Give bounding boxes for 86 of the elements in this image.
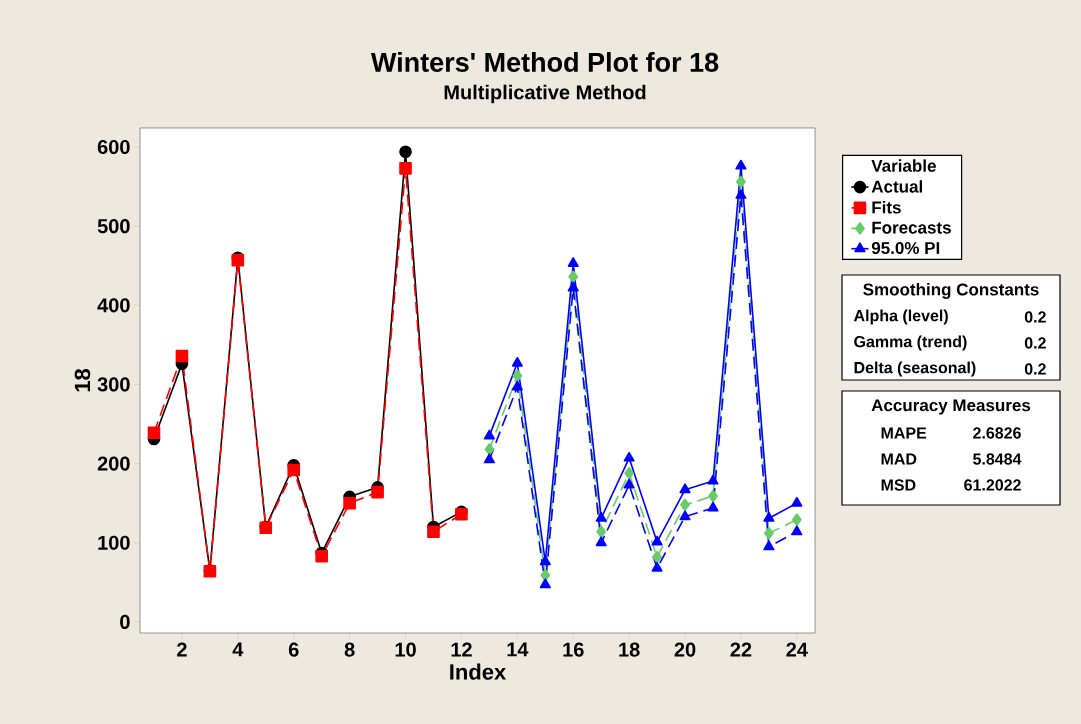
y-axis-title: 18 [74, 368, 91, 392]
legend-label: Fits [872, 201, 901, 214]
point [483, 453, 495, 464]
point [707, 474, 719, 485]
text: 0.2 [1024, 363, 1046, 375]
point [512, 369, 523, 383]
point [483, 429, 495, 440]
legend-title: Variable [871, 159, 936, 172]
point [679, 510, 691, 521]
point [427, 525, 440, 538]
x-tick-label: 8 [344, 642, 355, 657]
chart-subtitle: Multiplicative Method [444, 84, 646, 104]
point [567, 257, 579, 267]
y-tick-label: 100 [98, 535, 130, 550]
x-tick-label: 22 [730, 642, 752, 657]
point [399, 162, 412, 175]
text: Gamma (trend) [854, 335, 967, 351]
point [568, 270, 579, 284]
point [287, 463, 301, 477]
x-tick-label: 16 [563, 642, 584, 657]
text: Delta (seasonal) [854, 361, 976, 377]
x-tick-label: 4 [232, 642, 244, 657]
point [596, 525, 607, 538]
x-tick-label: 14 [507, 642, 529, 657]
text: Smoothing Constants [863, 283, 1039, 299]
point [679, 483, 691, 494]
text: 2.6826 [973, 427, 1021, 439]
x-tick-label: 12 [451, 642, 472, 657]
text: MAPE [881, 427, 927, 439]
point [567, 281, 579, 292]
point [623, 451, 635, 462]
point [791, 525, 803, 536]
point [736, 175, 746, 189]
point [371, 485, 384, 499]
point [791, 496, 803, 507]
x-tick-label: 18 [619, 642, 640, 657]
point [652, 550, 663, 564]
y-tick-label: 200 [97, 456, 130, 471]
y-tick-label: 300 [97, 377, 130, 392]
point [791, 513, 802, 527]
point [651, 561, 663, 572]
point [763, 526, 774, 540]
point [399, 145, 412, 159]
point [763, 511, 775, 522]
point [539, 578, 551, 589]
chart-title: Winters' Method Plot for 18 [370, 52, 719, 72]
legend-label: Forecasts [872, 221, 951, 234]
text: 61.2022 [964, 479, 1021, 491]
point [540, 568, 551, 582]
y-tick-label: 500 [97, 219, 130, 234]
y-tick-label: 600 [97, 139, 130, 155]
point [735, 188, 747, 199]
x-tick-label: 10 [395, 642, 416, 657]
x-tick-label: 2 [177, 642, 187, 657]
text: MAD [881, 453, 917, 465]
point [708, 489, 718, 503]
point [680, 498, 690, 512]
point [651, 535, 663, 546]
text: Alpha (level) [853, 309, 948, 325]
text: 5.8484 [973, 453, 1022, 465]
x-axis-title: Index [450, 663, 507, 680]
point [623, 478, 635, 489]
x-tick-label: 20 [674, 642, 696, 657]
y-tick-label: 400 [97, 298, 130, 313]
legend-label: 95.0% PI [871, 242, 940, 255]
text: 0.2 [1024, 311, 1046, 323]
text: 0.2 [1024, 337, 1046, 349]
y-tick-label: 0 [120, 614, 130, 629]
point [511, 356, 523, 367]
point [511, 380, 523, 391]
x-tick-label: 6 [288, 642, 299, 657]
point [595, 511, 607, 522]
legend-label: Actual [871, 180, 923, 193]
point [735, 159, 747, 170]
text: MSD [881, 479, 916, 491]
text: Accuracy Measures [871, 399, 1031, 415]
x-tick-label: 24 [786, 642, 808, 657]
point [707, 501, 719, 512]
point [624, 466, 635, 480]
point [343, 496, 356, 510]
point [175, 349, 189, 363]
point [539, 555, 551, 566]
point [595, 536, 607, 547]
point [763, 540, 775, 551]
point [484, 443, 495, 456]
point [147, 426, 161, 440]
